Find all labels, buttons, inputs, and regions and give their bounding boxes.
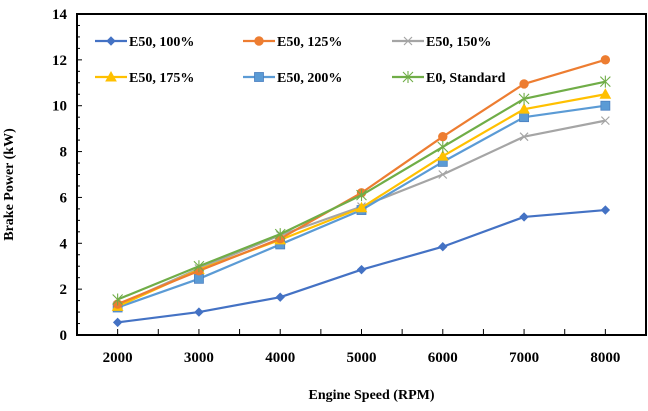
data-point [112, 317, 123, 328]
x-tick-label: 5000 [347, 350, 377, 366]
x-tick-label: 8000 [590, 350, 620, 366]
legend-item: E50, 175% [95, 70, 194, 86]
data-point [600, 205, 611, 215]
x-axis-title: Engine Speed (RPM) [309, 388, 435, 403]
data-point [438, 242, 448, 252]
data-point [599, 75, 611, 88]
legend-label: E50, 175% [129, 71, 194, 86]
y-tick-label: 12 [52, 53, 67, 69]
legend-item: E50, 125% [243, 35, 342, 50]
x-tick-label: 3000 [184, 350, 214, 366]
data-point [599, 88, 612, 99]
data-point [519, 212, 529, 222]
data-point [519, 112, 529, 123]
legend-marker [106, 36, 116, 46]
data-point [519, 79, 529, 89]
y-axis-ticks: 0 2 4 6 8 10 12 14 [52, 7, 82, 344]
legend-marker [402, 71, 414, 83]
series-e50-100- [112, 205, 611, 328]
y-tick-label: 8 [60, 145, 68, 161]
data-point [194, 307, 204, 317]
legend-marker [254, 36, 264, 46]
legend-item: E50, 200% [243, 71, 342, 86]
data-point [194, 273, 204, 284]
y-axis-title: Brake Power (kW) [2, 128, 17, 241]
x-tick-label: 4000 [265, 350, 295, 366]
legend-label: E50, 100% [129, 35, 194, 50]
legend: E50, 100% E50, 125% E50, 150% E50, 175% E50,… [95, 35, 506, 86]
data-point [275, 292, 285, 302]
legend-label: E50, 150% [426, 35, 491, 50]
data-point [518, 103, 530, 114]
y-tick-label: 10 [52, 99, 67, 115]
data-point [436, 150, 449, 161]
x-tick-label: 7000 [509, 350, 539, 366]
y-tick-label: 0 [60, 328, 68, 344]
legend-marker [403, 36, 413, 46]
y-tick-label: 2 [60, 282, 68, 298]
data-point [438, 131, 448, 142]
data-point [518, 92, 530, 105]
legend-item: E50, 150% [392, 35, 491, 50]
data-point [438, 170, 448, 179]
legend-label: E50, 200% [277, 71, 342, 86]
data-point [356, 264, 367, 275]
x-axis-ticks: 2000 3000 4000 5000 6000 7000 8000 [76, 329, 647, 366]
legend-marker [254, 72, 264, 82]
y-tick-label: 14 [52, 7, 68, 23]
x-tick-label: 6000 [428, 350, 458, 366]
data-point [193, 260, 205, 273]
legend-item: E0, Standard [392, 71, 506, 86]
legend-label: E50, 125% [277, 35, 342, 50]
legend-item: E50, 100% [95, 35, 194, 50]
data-point [600, 55, 611, 65]
y-tick-label: 6 [60, 190, 68, 206]
data-point [600, 116, 610, 126]
data-point [356, 189, 367, 202]
series-e0-standard [112, 75, 611, 306]
data-point [112, 293, 124, 306]
data-point [519, 132, 529, 142]
data-point [355, 201, 368, 213]
data-point [600, 100, 611, 111]
series-layer [111, 55, 612, 328]
y-tick-label: 4 [60, 236, 68, 252]
data-point [274, 228, 286, 241]
x-tick-label: 2000 [103, 350, 133, 366]
legend-label: E0, Standard [426, 71, 506, 86]
data-point [437, 140, 449, 153]
legend-marker [105, 70, 117, 82]
